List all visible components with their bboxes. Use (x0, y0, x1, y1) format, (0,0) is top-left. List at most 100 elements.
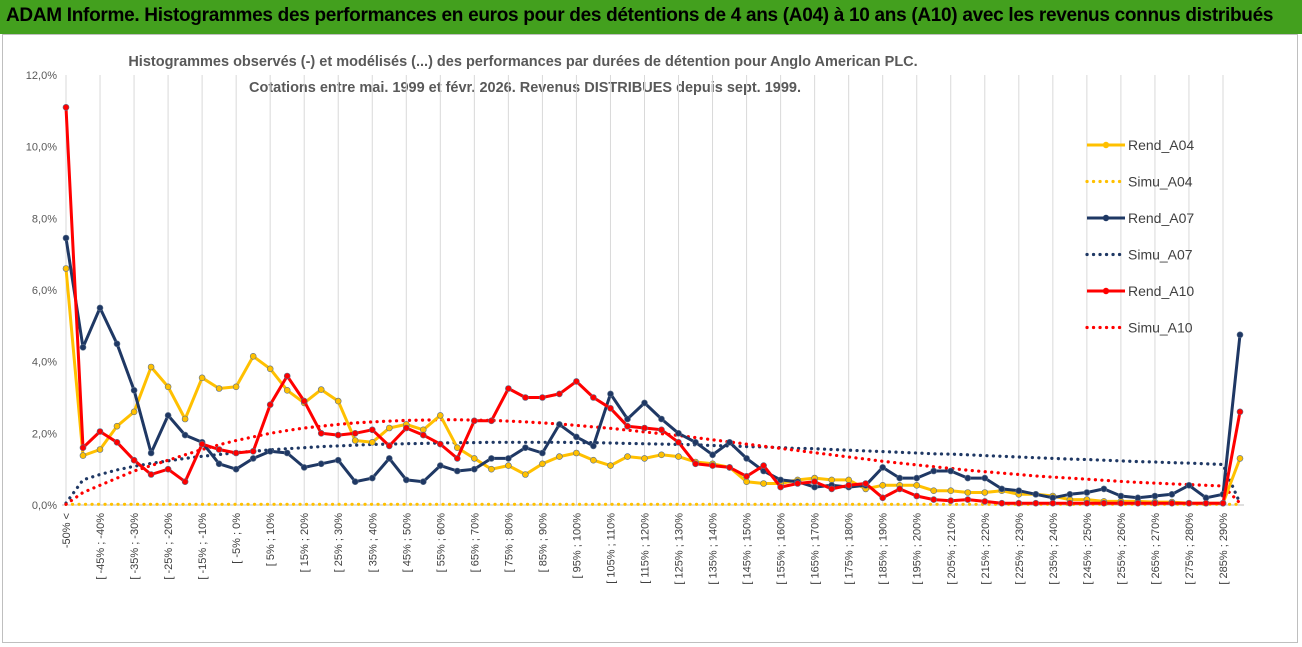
point-rend-a10 (777, 483, 784, 491)
point-rend-a07 (266, 447, 274, 455)
point-rend-a04 (79, 452, 87, 459)
point-rend-a07 (1236, 331, 1244, 339)
point-rend-a10 (522, 394, 529, 401)
chart-subtitle: Cotations entre mai. 1999 et févr. 2026.… (249, 80, 801, 96)
point-rend-a10 (862, 480, 870, 487)
point-rend-a07 (1049, 494, 1057, 502)
point-rend-a07 (470, 465, 478, 473)
point-rend-a10 (181, 478, 189, 486)
chart-frame: Histogrammes observés (-) et modélisés (… (2, 34, 1298, 643)
x-tick-label: [ 45% ; 50% (401, 513, 413, 573)
point-rend-a10 (1185, 499, 1193, 507)
line-rend-a07 (64, 237, 1242, 500)
line-rend-a10 (64, 107, 1242, 505)
point-rend-a10 (845, 481, 853, 489)
point-rend-a04 (556, 453, 563, 460)
point-rend-a07 (777, 476, 784, 484)
point-rend-a04 (930, 487, 938, 495)
x-tick-label: [ 255% ; 260% (1116, 513, 1128, 585)
legend-label: Rend_A10 (1128, 283, 1194, 299)
point-rend-a07 (726, 438, 733, 446)
point-rend-a10 (130, 456, 138, 464)
x-tick-label: [ 265% ; 270% (1150, 513, 1162, 585)
point-rend-a07 (147, 449, 155, 457)
x-tick-label: [ 205% ; 210% (946, 513, 958, 585)
point-rend-a10 (164, 465, 172, 473)
y-tick-label: 4,0% (32, 357, 57, 369)
x-tick-label: [ 135% ; 140% (708, 513, 720, 585)
point-rend-a07 (573, 433, 580, 441)
point-rend-a07 (488, 455, 495, 462)
point-rend-a07 (607, 390, 614, 398)
point-rend-a10 (505, 385, 512, 392)
point-rend-a07 (879, 464, 887, 471)
point-rend-a07 (964, 474, 972, 482)
point-rend-a04 (164, 383, 172, 391)
point-rend-a04 (198, 374, 206, 382)
point-rend-a07 (1032, 490, 1040, 498)
point-rend-a04 (522, 471, 529, 478)
point-rend-a10 (470, 417, 478, 425)
point-rend-a04 (658, 451, 665, 459)
point-rend-a10 (692, 460, 699, 468)
x-tick-label: [ 175% ; 180% (844, 513, 856, 585)
point-rend-a04 (334, 397, 342, 405)
point-rend-a07 (675, 429, 682, 437)
x-tick-label: [ 75% ; 80% (503, 513, 515, 573)
point-rend-a07 (743, 455, 750, 462)
point-rend-a04 (266, 365, 274, 373)
point-rend-a10 (998, 499, 1006, 507)
point-rend-a10 (215, 446, 223, 453)
line-rend-a04 (64, 268, 1242, 505)
point-rend-a07 (232, 465, 240, 473)
x-tick-label: [ 5% ; 10% (265, 513, 277, 566)
legend-item-rend-a10: Rend_A10 (1087, 283, 1194, 299)
x-tick-label: [ -45% ; -40% (95, 513, 107, 580)
point-rend-a10 (641, 424, 648, 432)
point-rend-a07 (641, 399, 648, 407)
x-tick-label: [ 245% ; 250% (1082, 513, 1094, 585)
point-rend-a10 (1100, 499, 1108, 507)
point-rend-a07 (317, 460, 325, 468)
x-tick-label: [ 125% ; 130% (674, 513, 686, 585)
legend-item-simu-a04: Simu_A04 (1085, 174, 1193, 190)
legend-item-rend-a04: Rend_A04 (1087, 137, 1194, 153)
point-rend-a10 (947, 497, 955, 505)
chart: Histogrammes observés (-) et modélisés (… (26, 54, 1244, 585)
point-rend-a07 (215, 460, 223, 468)
point-rend-a10 (879, 494, 887, 502)
point-rend-a10 (1236, 408, 1244, 416)
point-rend-a10 (794, 480, 801, 487)
point-rend-a07 (385, 455, 393, 462)
point-rend-a10 (96, 428, 104, 435)
point-rend-a04 (317, 386, 325, 393)
point-rend-a07 (1134, 494, 1142, 502)
point-rend-a04 (641, 455, 648, 462)
point-rend-a10 (913, 492, 921, 500)
point-rend-a10 (300, 397, 308, 405)
point-rend-a04 (62, 265, 70, 272)
series-simu-a10 (64, 418, 1242, 506)
point-rend-a07 (300, 464, 308, 471)
point-rend-a04 (981, 489, 989, 496)
point-rend-a10 (79, 444, 87, 452)
point-rend-a04 (590, 456, 597, 464)
point-rend-a10 (760, 462, 767, 469)
point-rend-a04 (232, 383, 240, 391)
line-simu-a07 (64, 440, 1242, 505)
point-rend-a07 (692, 438, 699, 446)
point-rend-a04 (488, 465, 495, 473)
point-rend-a04 (675, 453, 682, 460)
legend-marker (1102, 141, 1110, 149)
y-tick-label: 10,0% (26, 142, 57, 154)
legend-label: Simu_A10 (1128, 320, 1193, 336)
x-axis: -50% < [ -45% ; -40% [ -35% ; -30% [ -25% ;… (61, 504, 1244, 585)
point-rend-a10 (249, 447, 257, 455)
x-tick-label: [ 105% ; 110% (605, 513, 617, 584)
series-rend-a10 (62, 104, 1244, 507)
x-tick-label: [ -5% ; 0% (231, 513, 243, 564)
point-rend-a07 (998, 485, 1006, 493)
point-rend-a07 (981, 474, 989, 482)
point-rend-a10 (981, 498, 989, 505)
point-rend-a10 (624, 422, 631, 430)
